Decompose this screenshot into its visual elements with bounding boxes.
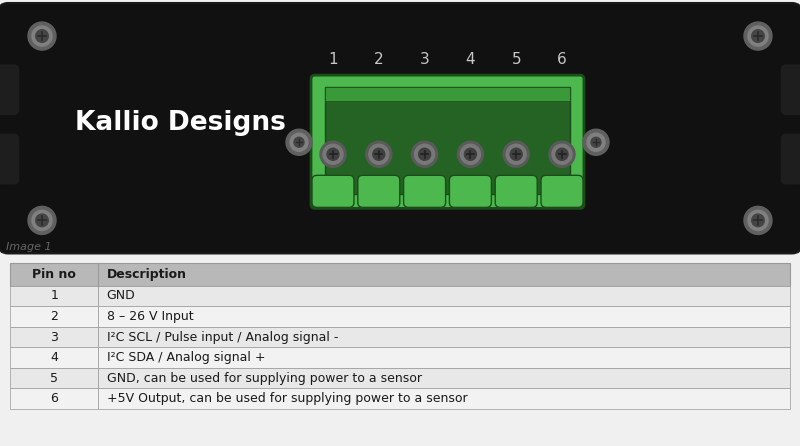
- Text: Pin no: Pin no: [32, 268, 76, 281]
- Circle shape: [320, 141, 346, 167]
- FancyBboxPatch shape: [0, 64, 20, 116]
- Circle shape: [290, 133, 308, 151]
- Bar: [98, 368, 790, 388]
- Text: I²C SCL / Pulse input / Analog signal -: I²C SCL / Pulse input / Analog signal -: [106, 330, 338, 343]
- Text: 6: 6: [50, 392, 58, 405]
- Circle shape: [414, 144, 434, 164]
- FancyBboxPatch shape: [358, 175, 400, 207]
- Bar: [10, 285, 98, 306]
- Bar: [325, 87, 570, 101]
- Circle shape: [418, 148, 430, 160]
- Circle shape: [748, 26, 768, 46]
- Circle shape: [369, 144, 389, 164]
- Text: 3: 3: [420, 52, 430, 67]
- Circle shape: [366, 141, 392, 167]
- Bar: [10, 306, 98, 327]
- Circle shape: [411, 141, 438, 167]
- Text: 2: 2: [50, 310, 58, 323]
- FancyBboxPatch shape: [450, 175, 491, 207]
- Text: Kallio Designs: Kallio Designs: [74, 110, 286, 136]
- FancyBboxPatch shape: [780, 64, 800, 116]
- Circle shape: [744, 206, 772, 235]
- Text: +5V Output, can be used for supplying power to a sensor: +5V Output, can be used for supplying po…: [106, 392, 467, 405]
- Circle shape: [587, 133, 605, 151]
- Text: GND: GND: [106, 289, 135, 302]
- Bar: [10, 327, 98, 347]
- Circle shape: [752, 214, 764, 227]
- Bar: [10, 347, 98, 368]
- Bar: [98, 388, 790, 409]
- FancyBboxPatch shape: [404, 175, 446, 207]
- FancyBboxPatch shape: [0, 133, 20, 185]
- Text: 3: 3: [50, 330, 58, 343]
- Circle shape: [752, 30, 764, 42]
- Circle shape: [506, 144, 526, 164]
- Circle shape: [556, 148, 568, 160]
- Text: 4: 4: [50, 351, 58, 364]
- Circle shape: [32, 26, 52, 46]
- FancyBboxPatch shape: [541, 175, 583, 207]
- Circle shape: [510, 148, 522, 160]
- Circle shape: [583, 129, 609, 155]
- Circle shape: [464, 148, 477, 160]
- Bar: [98, 347, 790, 368]
- Text: 4: 4: [466, 52, 475, 67]
- Circle shape: [36, 214, 48, 227]
- Text: 1: 1: [328, 52, 338, 67]
- Circle shape: [503, 141, 530, 167]
- Circle shape: [549, 141, 575, 167]
- Bar: [98, 285, 790, 306]
- Bar: [10, 388, 98, 409]
- Circle shape: [591, 137, 601, 147]
- Circle shape: [458, 141, 483, 167]
- Circle shape: [28, 206, 56, 235]
- Bar: [98, 306, 790, 327]
- Text: Image 1: Image 1: [6, 243, 52, 252]
- Text: I²C SDA / Analog signal +: I²C SDA / Analog signal +: [106, 351, 265, 364]
- Text: GND, can be used for supplying power to a sensor: GND, can be used for supplying power to …: [106, 372, 422, 384]
- Bar: [10, 368, 98, 388]
- FancyBboxPatch shape: [780, 133, 800, 185]
- Circle shape: [552, 144, 572, 164]
- Text: 1: 1: [50, 289, 58, 302]
- FancyBboxPatch shape: [311, 75, 584, 208]
- Circle shape: [286, 129, 312, 155]
- Text: 8 – 26 V Input: 8 – 26 V Input: [106, 310, 193, 323]
- FancyBboxPatch shape: [0, 3, 800, 253]
- Circle shape: [28, 22, 56, 50]
- Circle shape: [294, 137, 304, 147]
- Bar: [325, 87, 570, 194]
- Circle shape: [744, 22, 772, 50]
- Text: 6: 6: [557, 52, 567, 67]
- Bar: [98, 327, 790, 347]
- Circle shape: [323, 144, 343, 164]
- Circle shape: [32, 211, 52, 231]
- FancyBboxPatch shape: [312, 175, 354, 207]
- Text: 2: 2: [374, 52, 384, 67]
- FancyBboxPatch shape: [495, 175, 538, 207]
- Text: 5: 5: [511, 52, 521, 67]
- Circle shape: [36, 30, 48, 42]
- Circle shape: [461, 144, 480, 164]
- Circle shape: [748, 211, 768, 231]
- Bar: [10, 263, 790, 285]
- Circle shape: [327, 148, 339, 160]
- Text: Description: Description: [106, 268, 186, 281]
- Text: 5: 5: [50, 372, 58, 384]
- Circle shape: [373, 148, 385, 160]
